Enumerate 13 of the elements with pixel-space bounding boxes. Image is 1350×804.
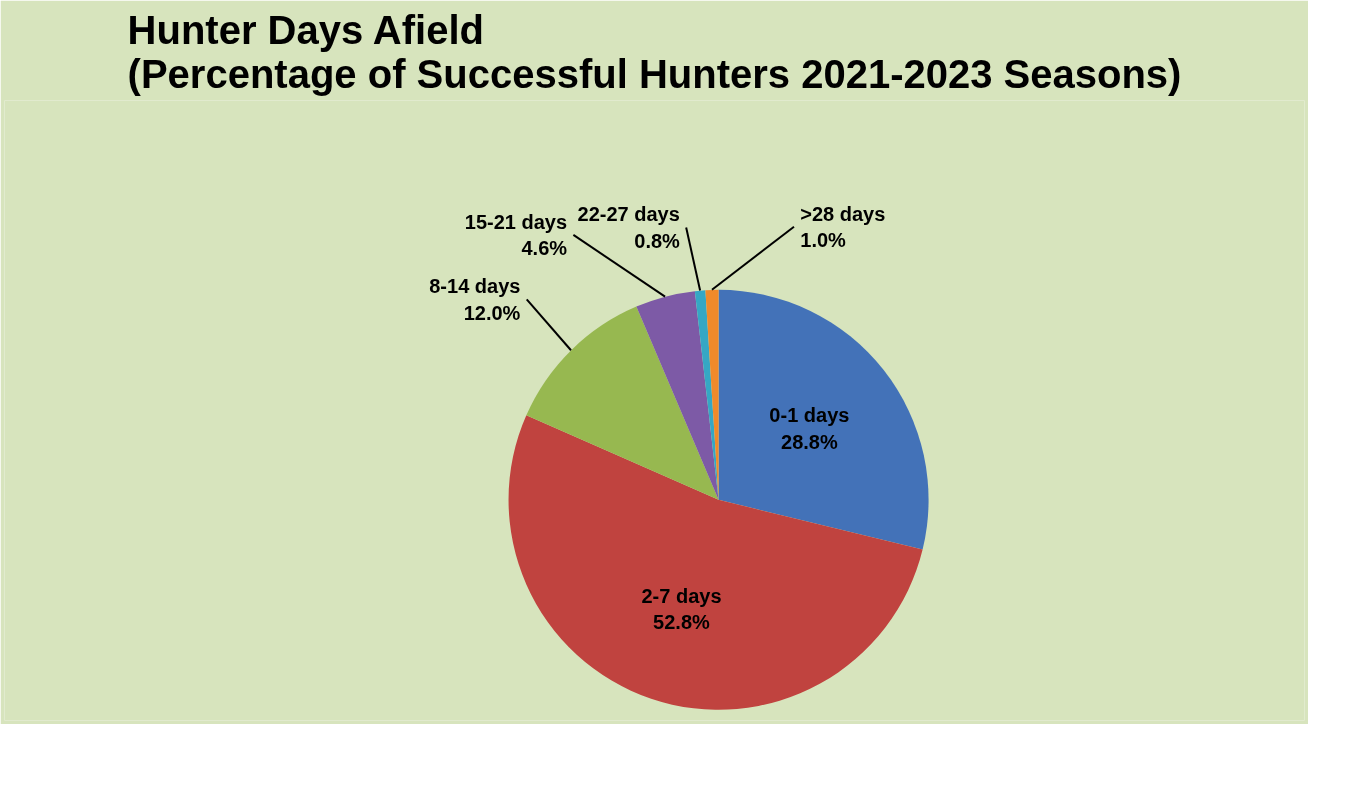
data-label: 12.0%: [463, 301, 521, 324]
data-label: 28.8%: [781, 430, 838, 453]
data-label: 0.8%: [634, 229, 681, 252]
slice-label: 0-1 days: [769, 404, 850, 427]
slice-label: 8-14 days: [429, 275, 521, 298]
slice-label: >28 days: [800, 202, 886, 225]
data-label: 52.8%: [653, 611, 711, 634]
slice-label: 2-7 days: [641, 585, 722, 608]
data-label: 4.6%: [521, 237, 568, 260]
chart-title: Hunter Days Afield (Percentage of Successful Hunters 2021-2023 Seasons): [127, 7, 1182, 96]
slice-label: 15-21 days: [464, 210, 568, 233]
data-label: 1.0%: [800, 228, 847, 251]
slice-label: 22-27 days: [577, 203, 680, 226]
